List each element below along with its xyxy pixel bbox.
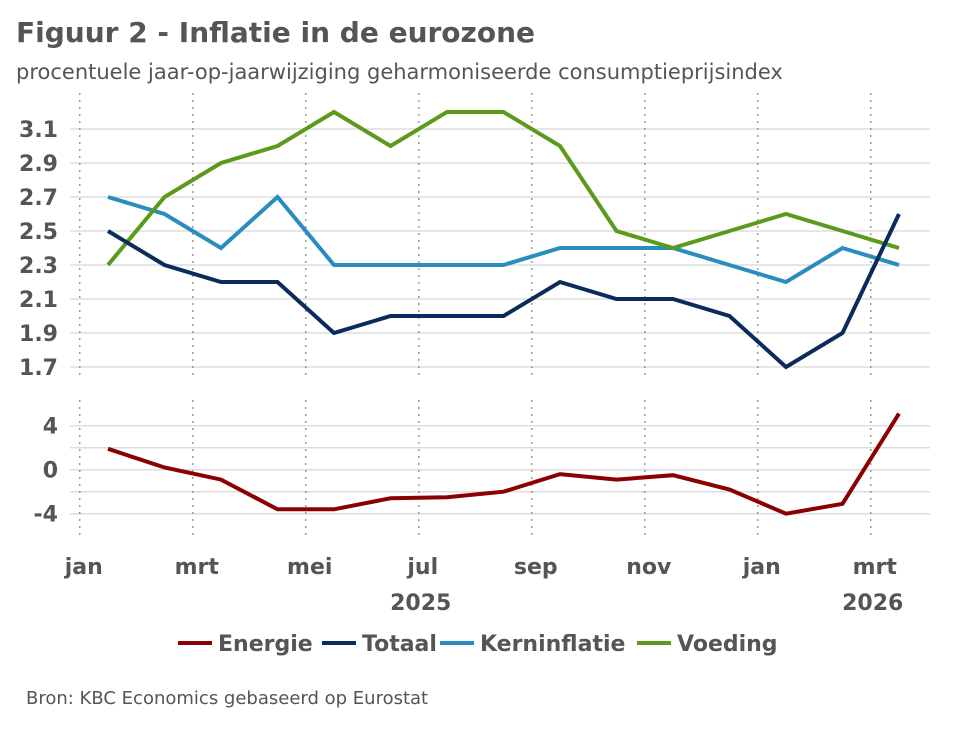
source-note: Bron: KBC Economics gebaseerd op Eurosta… [26, 688, 429, 709]
y-tick-label: 0 [43, 459, 58, 484]
x-tick-label: mrt [853, 555, 898, 580]
y-tick-label: 2.9 [19, 152, 58, 177]
x-tick-label: mei [287, 555, 332, 580]
year-label: 2025 [390, 591, 451, 616]
y-tick-label: 2.1 [19, 288, 58, 313]
series-line-energie [107, 412, 901, 516]
x-tick-label: jan [64, 555, 103, 580]
legend-label-voeding: Voeding [677, 632, 778, 657]
y-tick-label: 4 [43, 415, 58, 440]
chart-subtitle: procentuele jaar-op-jaarwijziging geharm… [16, 60, 783, 84]
y-tick-label: 2.3 [19, 254, 58, 279]
y-tick-label: 2.5 [19, 220, 58, 245]
series-line-totaal [106, 213, 901, 370]
y-tick-label: 3.1 [19, 118, 58, 143]
x-tick-label: jan [742, 555, 781, 580]
year-label: 2026 [842, 591, 903, 616]
chart-title: Figuur 2 - Inflatie in de eurozone [16, 16, 535, 49]
y-tick-label: -4 [34, 503, 58, 528]
y-tick-label: 1.9 [19, 322, 58, 347]
x-tick-label: mrt [175, 555, 220, 580]
x-tick-label: sep [514, 555, 558, 580]
series-line-kerninflatie [107, 194, 900, 285]
y-tick-label: 1.7 [19, 356, 58, 381]
legend-label-energie: Energie [218, 632, 313, 657]
x-tick-label: nov [626, 555, 672, 580]
y-tick-label: 2.7 [19, 186, 58, 211]
legend-label-kerninflatie: Kerninflatie [480, 632, 625, 657]
x-tick-label: jul [406, 555, 438, 580]
legend-label-totaal: Totaal [362, 632, 437, 657]
